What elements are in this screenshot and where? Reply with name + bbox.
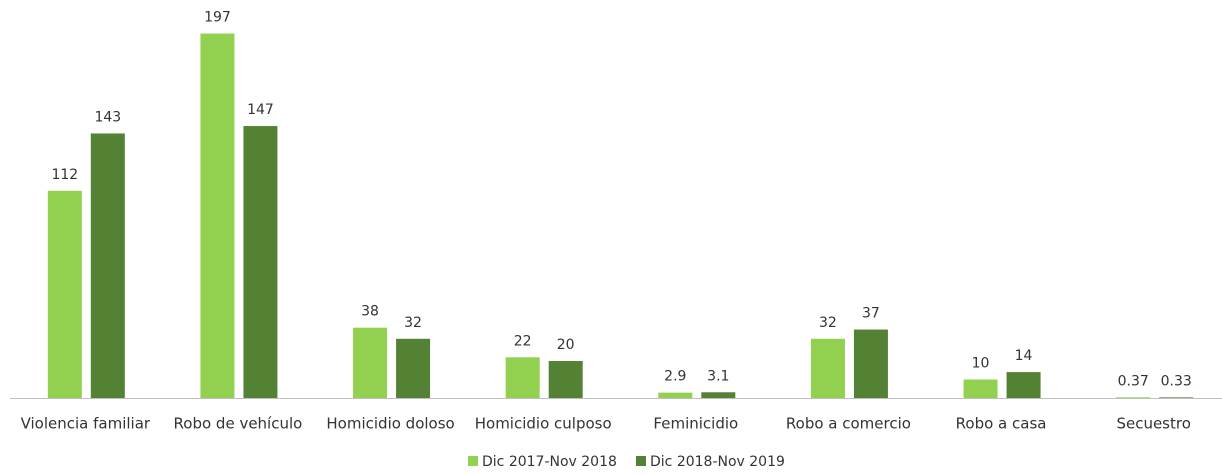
legend-label: Dic 2018-Nov 2019 xyxy=(650,454,785,470)
data-label: 0.33 xyxy=(1161,373,1192,389)
bar xyxy=(548,361,583,398)
bar xyxy=(701,392,736,398)
bar xyxy=(963,379,998,398)
x-tick-label: Homicidio culposo xyxy=(475,415,612,433)
bar xyxy=(396,338,431,398)
bar xyxy=(505,357,540,398)
bar xyxy=(47,190,82,398)
legend-label: Dic 2017-Nov 2018 xyxy=(482,454,617,470)
data-label: 14 xyxy=(1015,348,1033,364)
data-label: 197 xyxy=(204,10,231,26)
data-label: 20 xyxy=(557,337,575,353)
data-label: 38 xyxy=(361,304,379,320)
bar xyxy=(658,392,693,398)
bar xyxy=(353,327,388,398)
x-tick-label: Robo a comercio xyxy=(786,415,911,433)
legend-swatch xyxy=(468,456,478,466)
bar xyxy=(243,126,278,399)
bar xyxy=(1006,372,1041,398)
bar xyxy=(1116,397,1151,398)
data-label: 143 xyxy=(94,109,121,125)
x-tick-label: Violencia familiar xyxy=(21,415,151,433)
data-label: 147 xyxy=(247,102,274,118)
x-tick-label: Robo de vehículo xyxy=(174,415,303,433)
data-label: 3.1 xyxy=(707,368,729,384)
bar xyxy=(200,33,235,399)
x-tick-label: Feminicidio xyxy=(653,415,738,433)
data-label: 10 xyxy=(972,356,990,372)
data-label: 32 xyxy=(404,315,422,331)
data-label: 37 xyxy=(862,306,880,322)
bar xyxy=(90,133,125,398)
x-tick-label: Secuestro xyxy=(1116,415,1190,433)
x-tick-label: Homicidio doloso xyxy=(326,415,454,433)
data-label: 112 xyxy=(51,167,78,183)
data-label: 0.37 xyxy=(1118,373,1149,389)
data-label: 32 xyxy=(819,315,837,331)
bar xyxy=(1159,397,1194,398)
data-label: 2.9 xyxy=(664,369,686,385)
x-tick-label: Robo a casa xyxy=(956,415,1047,433)
bar xyxy=(810,338,845,398)
bar xyxy=(853,329,888,398)
data-label: 22 xyxy=(514,333,532,349)
legend-swatch xyxy=(636,456,646,466)
